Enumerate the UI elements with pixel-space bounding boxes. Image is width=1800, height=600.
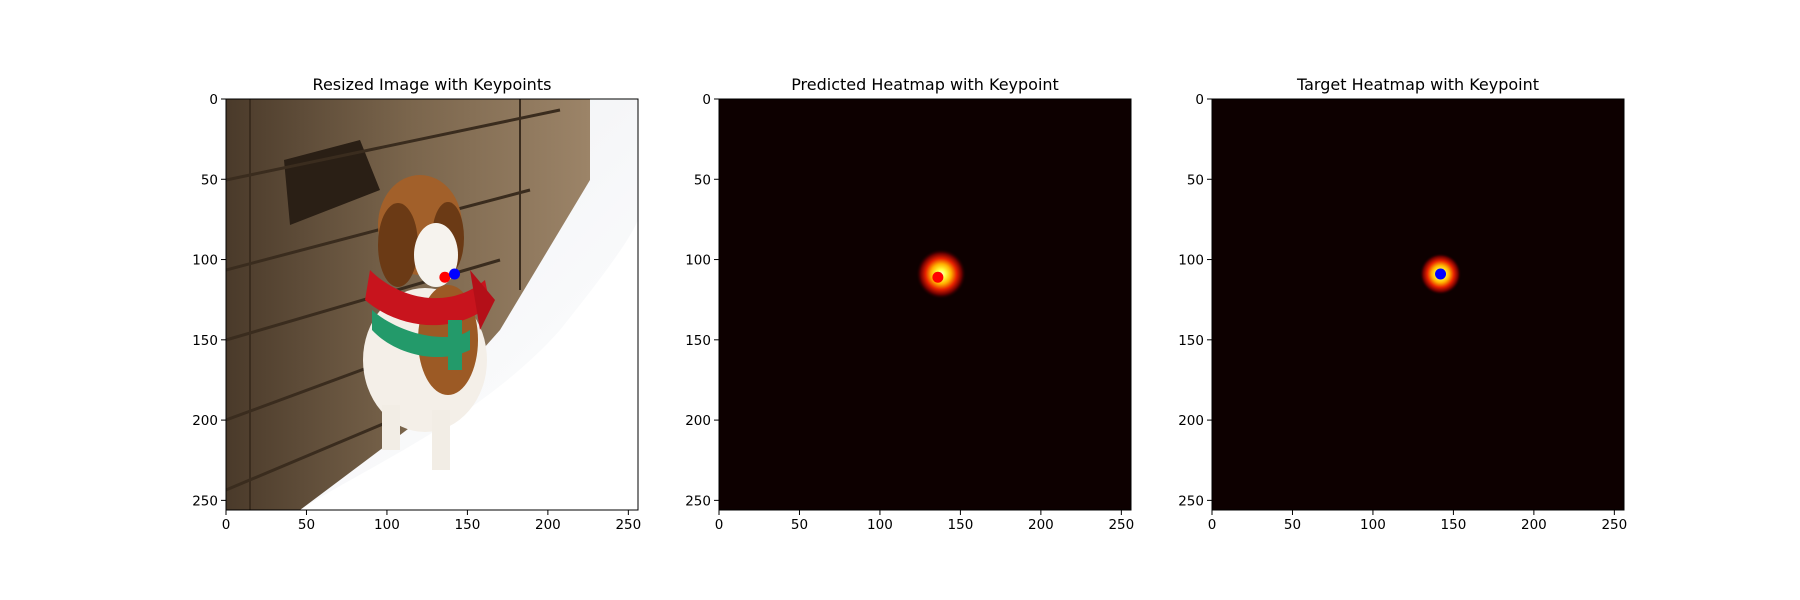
y-tick-label: 100: [1178, 253, 1204, 269]
x-tick-label: 150: [948, 517, 974, 533]
y-tick-label: 100: [192, 253, 218, 269]
red-keypoint: [932, 271, 944, 283]
x-tick-label: 150: [1441, 517, 1467, 533]
y-tick-label: 200: [1178, 413, 1204, 429]
y-tick-label: 250: [1178, 493, 1204, 509]
x-tick-label: 100: [374, 517, 400, 533]
keypoints-layer: [932, 271, 944, 283]
panel-resized-image: Resized Image with Keypoints: [192, 75, 641, 533]
keypoints-layer: [1435, 268, 1447, 280]
x-tick-label: 0: [715, 517, 724, 533]
y-tick-label: 0: [1195, 92, 1204, 108]
panel-predicted-heatmap: Predicted Heatmap with Keypoint 0 50 100 15…: [685, 75, 1134, 533]
keypoints-layer: [439, 268, 461, 283]
y-tick-label: 50: [201, 172, 218, 188]
x-tick-label: 200: [1521, 517, 1547, 533]
y-tick-label: 200: [192, 413, 218, 429]
y-tick-label: 0: [702, 92, 711, 108]
x-tick-label: 200: [535, 517, 561, 533]
x-tick-label: 250: [1108, 517, 1134, 533]
axes-frame: [1211, 98, 1625, 511]
y-tick-label: 50: [1187, 172, 1204, 188]
panel-title: Target Heatmap with Keypoint: [1296, 75, 1539, 94]
y-tick-label: 200: [685, 413, 711, 429]
x-tick-label: 150: [455, 517, 481, 533]
heatmap-background: [1212, 99, 1624, 510]
y-tick-label: 150: [1178, 333, 1204, 349]
beagle-dog: [363, 175, 495, 470]
x-tick-label: 50: [791, 517, 808, 533]
y-tick-label: 50: [694, 172, 711, 188]
x-tick-label: 200: [1028, 517, 1054, 533]
blue-keypoint: [449, 268, 461, 280]
heatmap-background: [719, 99, 1131, 510]
axes-frame: [225, 98, 639, 511]
blue-keypoint: [1435, 268, 1447, 280]
x-tick-label: 250: [1601, 517, 1627, 533]
y-tick-label: 150: [685, 333, 711, 349]
y-tick-label: 150: [192, 333, 218, 349]
x-tick-label: 100: [867, 517, 893, 533]
y-tick-label: 250: [192, 493, 218, 509]
panel-title: Resized Image with Keypoints: [313, 75, 552, 94]
y-tick-label: 100: [685, 253, 711, 269]
y-tick-label: 0: [209, 92, 218, 108]
x-tick-label: 250: [615, 517, 641, 533]
dog-photo: [226, 99, 638, 510]
axes-frame: [718, 98, 1132, 511]
red-keypoint: [439, 271, 451, 283]
panel-target-heatmap: Target Heatmap with Keypoint 0 50 100 150 20…: [1178, 75, 1627, 533]
x-tick-label: 50: [1284, 517, 1301, 533]
x-tick-label: 0: [1208, 517, 1217, 533]
x-tick-label: 50: [298, 517, 315, 533]
x-tick-label: 100: [1360, 517, 1386, 533]
x-tick-label: 0: [222, 517, 231, 533]
panel-title: Predicted Heatmap with Keypoint: [791, 75, 1059, 94]
y-tick-label: 250: [685, 493, 711, 509]
